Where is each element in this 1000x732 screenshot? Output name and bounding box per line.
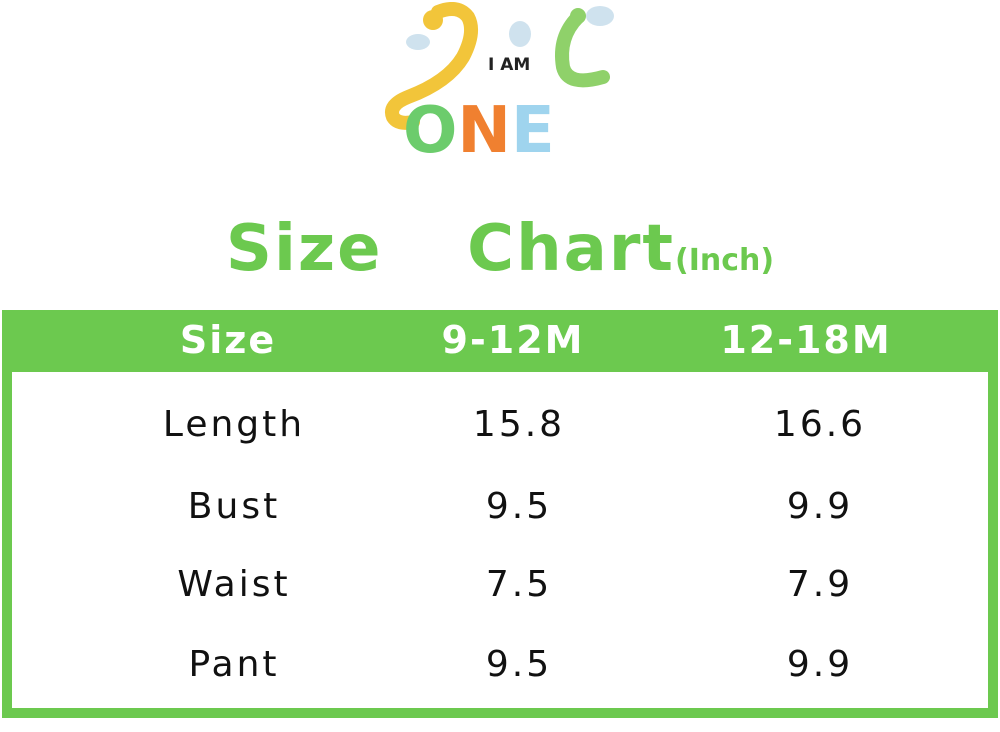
logo-text-i-am: I AM xyxy=(488,55,530,75)
table-header-row: Size 9-12M 12-18M xyxy=(2,310,998,372)
title-main: Size Chart xyxy=(225,212,676,286)
row-label: Pant xyxy=(188,644,280,685)
header-12-18m: 12-18M xyxy=(720,318,892,362)
cell-value: 9.5 xyxy=(485,486,553,527)
cell-value: 7.5 xyxy=(485,564,553,605)
size-chart-title: Size Chart(Inch) xyxy=(0,212,1000,286)
cell-value: 9.9 xyxy=(786,644,854,685)
row-label: Length xyxy=(162,404,306,445)
cell-value: 9.9 xyxy=(786,486,854,527)
i-am-one-dinosaur-logo: I AM ONE xyxy=(378,1,624,168)
cell-value: 16.6 xyxy=(773,404,867,445)
header-size: Size xyxy=(179,318,277,362)
cell-value: 7.9 xyxy=(786,564,854,605)
logo-text-one: ONE xyxy=(403,94,555,167)
title-unit: (Inch) xyxy=(675,243,775,278)
header-9-12m: 9-12M xyxy=(441,318,585,362)
row-label: Waist xyxy=(177,564,291,605)
cell-value: 9.5 xyxy=(485,644,553,685)
cell-value: 15.8 xyxy=(472,404,566,445)
size-table: Size 9-12M 12-18M Length 15.8 16.6 Bust … xyxy=(2,310,998,718)
row-label: Bust xyxy=(187,486,281,527)
